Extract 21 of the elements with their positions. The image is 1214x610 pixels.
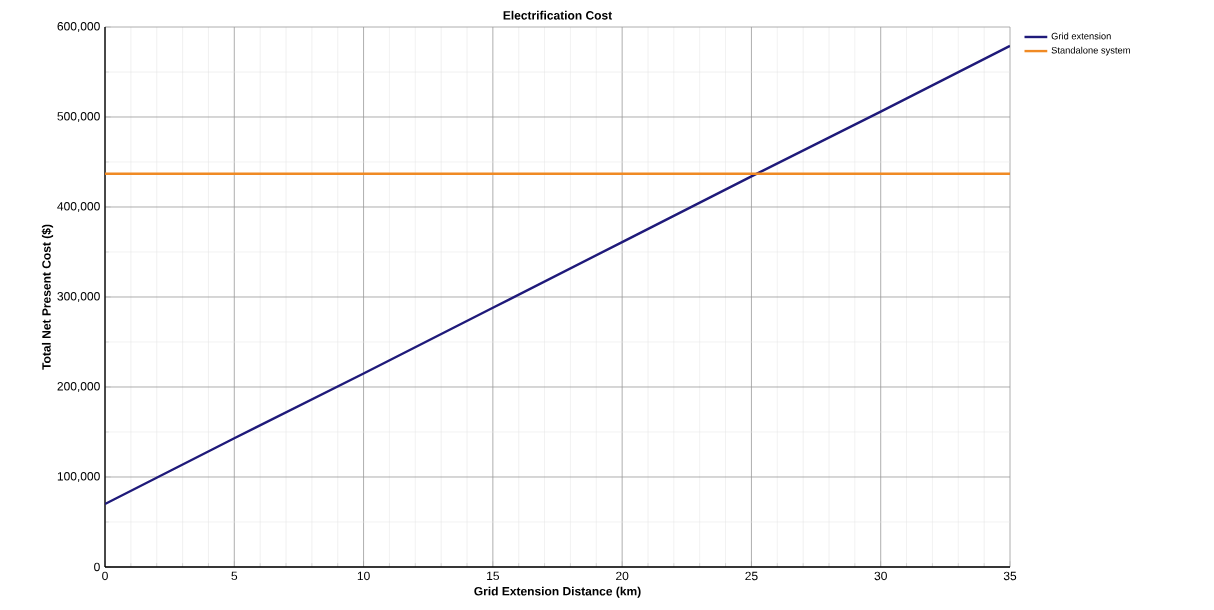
x-tick-label: 30 [874,571,887,581]
x-tick-label: 20 [616,571,629,581]
legend-label: Grid extension [1051,32,1111,40]
x-tick-label: 0 [102,571,108,581]
y-tick-label: 600,000 [57,22,100,32]
y-tick-label: 300,000 [57,292,100,302]
x-tick-label: 10 [357,571,370,581]
x-tick-label: 35 [1003,571,1017,581]
y-tick-label: 100,000 [57,472,100,482]
y-tick-label: 200,000 [57,382,100,392]
x-axis-title: Grid Extension Distance (km) [474,586,641,598]
y-axis-title: Total Net Present Cost ($) [41,224,54,370]
y-tick-label: 500,000 [57,112,100,122]
x-tick-label: 25 [745,571,758,581]
chart-title: Electrification Cost [503,10,613,20]
y-tick-label: 400,000 [57,202,100,212]
x-tick-label: 5 [231,571,238,581]
y-tick-label: 0 [94,562,100,572]
x-tick-label: 15 [487,571,500,581]
legend-label: Standalone system [1051,46,1130,56]
line-series [105,44,1010,506]
